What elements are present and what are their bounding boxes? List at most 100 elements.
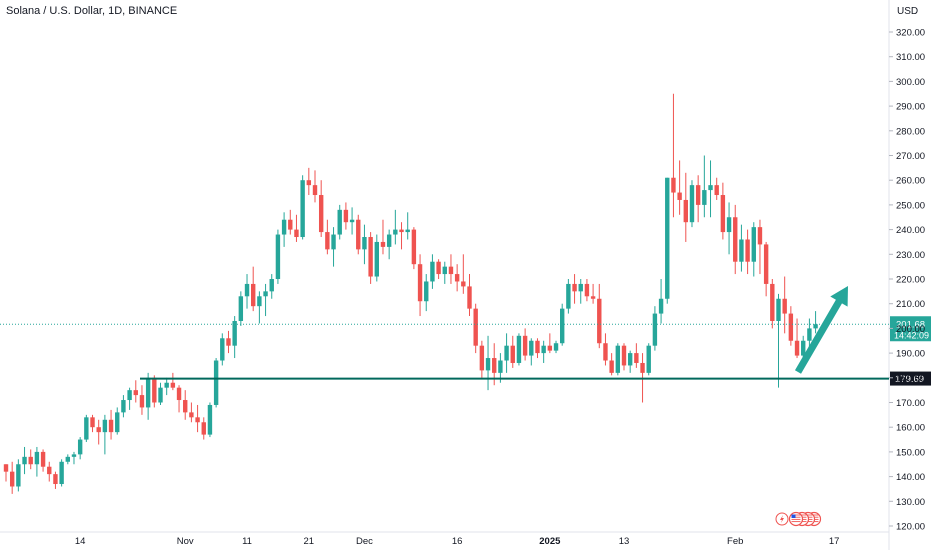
- candle: [627, 350, 633, 373]
- candle: [362, 224, 367, 265]
- candle-body: [714, 185, 719, 196]
- up-arrow-icon[interactable]: [794, 286, 848, 374]
- candle-body: [127, 390, 132, 401]
- candle: [164, 377, 169, 396]
- candle: [794, 318, 800, 359]
- candle-body: [757, 227, 763, 245]
- candle-body: [442, 266, 447, 275]
- candle: [658, 279, 664, 324]
- candle-body: [121, 400, 126, 413]
- candle: [424, 274, 429, 312]
- candle-body: [40, 451, 46, 467]
- candle-body: [16, 464, 21, 487]
- candle-body: [720, 195, 726, 233]
- candle-body: [485, 358, 491, 371]
- candle: [454, 264, 460, 292]
- candle-body: [560, 308, 565, 344]
- candle: [776, 293, 781, 388]
- candle: [331, 227, 336, 267]
- candle: [597, 283, 602, 349]
- candle: [238, 291, 244, 326]
- candle: [275, 229, 281, 284]
- candle: [53, 471, 58, 489]
- candle: [84, 414, 89, 443]
- candle: [547, 333, 553, 354]
- grid-lines: [0, 0, 890, 550]
- candle: [702, 155, 707, 218]
- candle-body: [337, 209, 342, 235]
- candle: [770, 279, 775, 329]
- candle-body: [244, 283, 250, 297]
- candle-body: [454, 274, 460, 282]
- candle-body: [689, 185, 695, 223]
- candle: [65, 454, 70, 465]
- candle-body: [34, 451, 40, 465]
- candle: [393, 209, 398, 245]
- current-price-label: 201.68: [896, 319, 925, 330]
- candle-body: [349, 219, 355, 223]
- candle: [3, 464, 9, 482]
- candle-body: [708, 185, 713, 191]
- candle-body: [541, 345, 546, 354]
- candle: [28, 449, 33, 470]
- candle: [127, 387, 132, 410]
- candle-body: [28, 456, 33, 465]
- time-axis[interactable]: 14 Nov 11 21 Dec 16 2025 13 Feb 17: [75, 536, 840, 547]
- candle-body: [430, 261, 435, 282]
- candle-body: [553, 343, 559, 351]
- candle: [9, 461, 15, 494]
- candle-body: [318, 195, 324, 233]
- candle-body: [492, 358, 497, 373]
- candle: [47, 461, 52, 482]
- candle: [683, 172, 688, 242]
- candle: [671, 93, 676, 218]
- candle-body: [782, 298, 787, 314]
- candle: [553, 340, 559, 354]
- candle-body: [733, 217, 738, 262]
- time-tick-label: 16: [452, 536, 463, 547]
- event-icons[interactable]: [775, 511, 822, 527]
- candle-body: [794, 340, 800, 356]
- price-tick-label: 300.00: [896, 77, 925, 88]
- candle: [158, 382, 163, 405]
- candle-body: [251, 283, 256, 307]
- candle: [479, 340, 485, 378]
- candle-body: [312, 185, 318, 196]
- candle: [442, 261, 447, 284]
- candle-body: [584, 283, 590, 297]
- candle: [108, 409, 114, 440]
- candle: [652, 306, 658, 351]
- candle: [609, 353, 614, 376]
- candle-body: [238, 296, 244, 321]
- candle-body: [504, 345, 509, 361]
- candle: [584, 279, 590, 302]
- candle-body: [739, 239, 744, 262]
- candle: [145, 372, 151, 420]
- candle: [751, 222, 756, 277]
- candle-body: [640, 362, 645, 373]
- currency-label[interactable]: USD: [897, 6, 919, 17]
- current-price-badge: [890, 316, 931, 342]
- time-tick-label: Nov: [177, 536, 194, 547]
- support-price-badge: [890, 371, 931, 386]
- candle-body: [22, 456, 27, 465]
- candle-body: [801, 340, 806, 356]
- candle: [578, 279, 583, 304]
- candle-body: [417, 264, 423, 302]
- candle-body: [547, 345, 553, 351]
- candle: [257, 291, 262, 324]
- candle: [572, 274, 577, 304]
- price-axis[interactable]: 120.00 130.00 140.00 150.00 160.00 170.00 180.…: [889, 28, 925, 533]
- candle: [665, 177, 670, 304]
- candle: [380, 219, 386, 255]
- candle: [90, 414, 95, 433]
- price-tick-label: 230.00: [896, 250, 925, 261]
- candle-body: [671, 177, 676, 193]
- chart-title: Solana / U.S. Dollar, 1D, BINANCE: [6, 5, 178, 17]
- candle-body: [473, 308, 478, 346]
- candle: [386, 229, 392, 260]
- candle-body: [108, 419, 114, 433]
- candle-body: [529, 340, 534, 356]
